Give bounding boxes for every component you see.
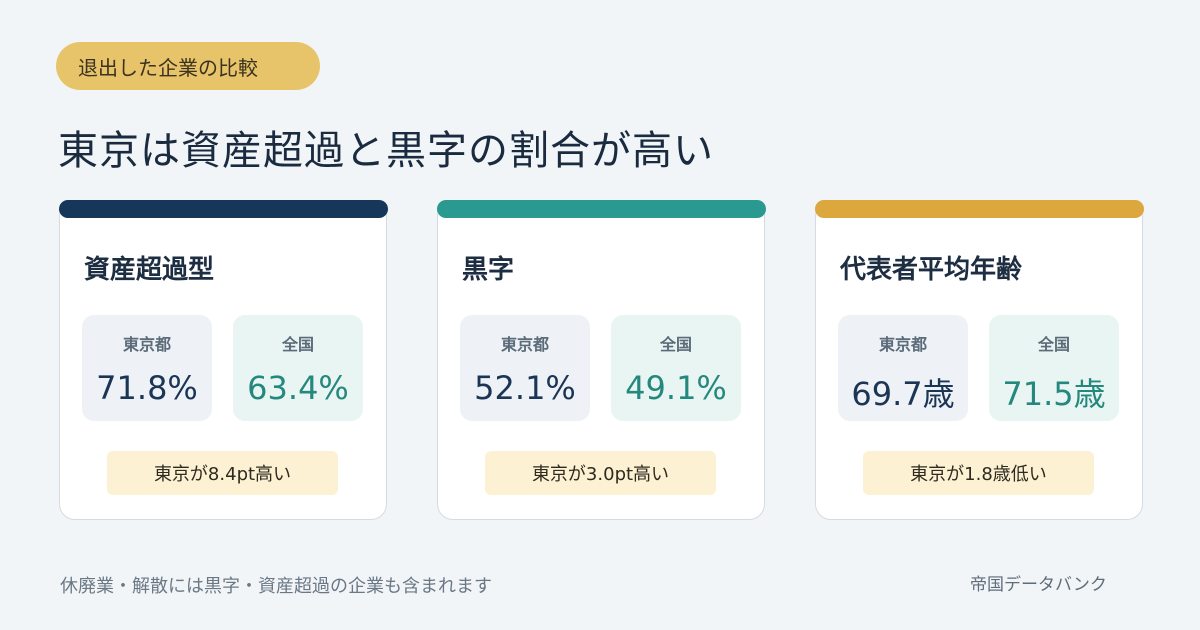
tokyo-label: 東京都 <box>122 335 171 354</box>
tokyo-label: 東京都 <box>878 335 927 354</box>
card-accent-bar <box>814 199 1144 218</box>
tokyo-label: 東京都 <box>500 335 549 354</box>
tokyo-stat-box: 東京都 71.8% <box>82 315 212 421</box>
national-stat-box: 全国 49.1% <box>611 315 741 421</box>
tokyo-stat-box: 東京都 69.7歳 <box>838 315 968 421</box>
national-stat-box: 全国 63.4% <box>233 315 363 421</box>
headline: 東京は資産超過と黒字の割合が高い <box>58 128 714 174</box>
category-tag: 退出した企業の比較 <box>56 42 320 90</box>
national-value: 49.1% <box>625 369 727 407</box>
national-stat-box: 全国 71.5歳 <box>989 315 1119 421</box>
national-label: 全国 <box>281 335 314 354</box>
national-value: 63.4% <box>247 369 349 407</box>
difference-note: 東京が8.4pt高い <box>107 451 338 495</box>
tokyo-value: 71.8% <box>96 369 198 407</box>
source-credit: 帝国データバンク <box>970 575 1107 595</box>
card-title: 代表者平均年齢 <box>840 255 1023 285</box>
card-average-age: 代表者平均年齢 東京都 69.7歳 全国 71.5歳 東京が1.8歳低い <box>814 199 1144 520</box>
card-accent-bar <box>58 199 388 218</box>
card-asset-surplus: 資産超過型 東京都 71.8% 全国 63.4% 東京が8.4pt高い <box>58 199 388 520</box>
footnote: 休廃業・解散には黒字・資産超過の企業も含まれます <box>60 576 492 597</box>
national-label: 全国 <box>1037 335 1070 354</box>
tokyo-value: 69.7歳 <box>851 375 955 413</box>
difference-note: 東京が1.8歳低い <box>863 451 1094 495</box>
tokyo-value: 52.1% <box>474 369 576 407</box>
national-label: 全国 <box>659 335 692 354</box>
category-tag-label: 退出した企業の比較 <box>78 55 258 80</box>
national-value: 71.5歳 <box>1002 375 1106 413</box>
card-accent-bar <box>436 199 766 218</box>
tokyo-stat-box: 東京都 52.1% <box>460 315 590 421</box>
card-title: 資産超過型 <box>84 255 215 285</box>
card-profitable: 黒字 東京都 52.1% 全国 49.1% 東京が3.0pt高い <box>436 199 766 520</box>
difference-note: 東京が3.0pt高い <box>485 451 716 495</box>
card-title: 黒字 <box>462 255 515 285</box>
